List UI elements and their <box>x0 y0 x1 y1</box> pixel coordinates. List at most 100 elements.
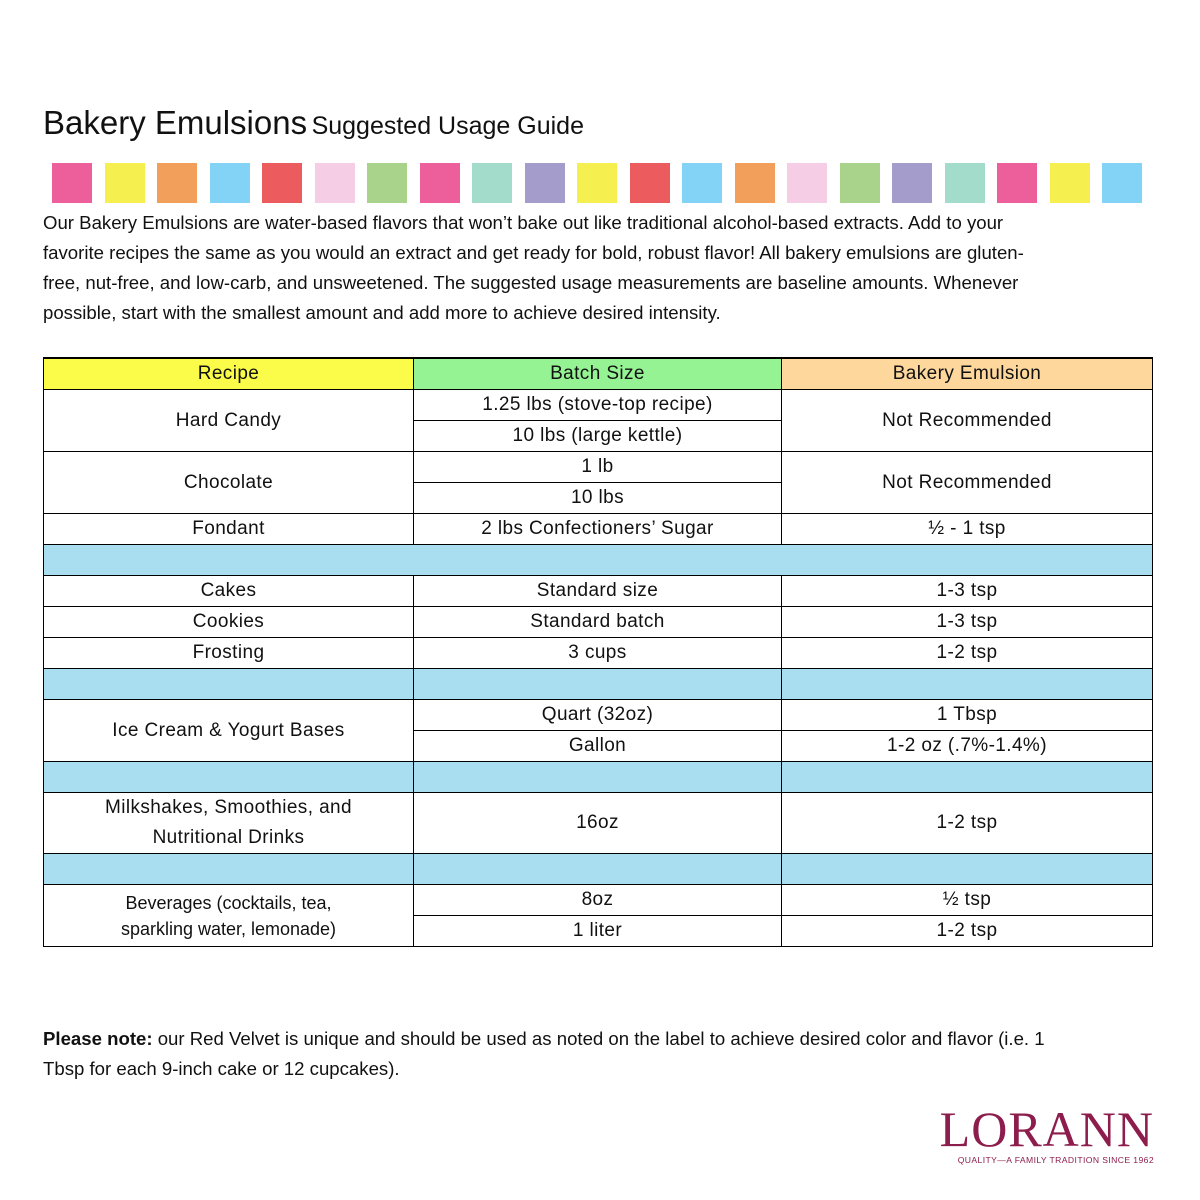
spacer-row <box>43 668 1153 700</box>
batch-cell: 1 lb <box>413 451 782 483</box>
spacer-row <box>43 853 1153 885</box>
spacer <box>413 853 782 885</box>
header-cell: Bakery Emulsion <box>781 357 1153 390</box>
color-swatch <box>419 163 460 203</box>
batch-cell: 1.25 lbs (stove-top recipe) <box>413 389 782 421</box>
row: Hard Candy 1.25 lbs (stove-top recipe) N… <box>43 389 1153 452</box>
spacer <box>781 668 1153 700</box>
batch-cell: Standard batch <box>413 606 782 638</box>
color-swatch <box>104 163 145 203</box>
spacer <box>43 544 1153 576</box>
color-swatch <box>262 163 302 203</box>
batch-cell: 2 lbs Confectioners’ Sugar <box>413 513 782 545</box>
usage-table: Recipe Batch Size Bakery Emulsion Hard C… <box>43 357 1153 947</box>
emulsion-cell: 1-2 oz (.7%-1.4%) <box>781 730 1153 762</box>
emulsion-cell: ½ - 1 tsp <box>781 513 1153 545</box>
color-swatch <box>734 163 775 203</box>
batch-cell: 1 liter <box>413 915 782 947</box>
recipe-line: sparkling water, lemonade) <box>120 918 337 939</box>
recipe-cell: Frosting <box>43 637 414 669</box>
color-swatch <box>524 163 565 203</box>
row: Gallon 1-2 oz (.7%-1.4%) <box>44 730 1153 762</box>
batch-cell: Standard size <box>413 575 782 607</box>
emulsion-cell: Not Recommended <box>781 451 1153 514</box>
spacer <box>413 668 782 700</box>
recipe-cell: Hard Candy <box>43 389 414 452</box>
color-swatch <box>157 163 197 203</box>
emulsion-cell: 1-3 tsp <box>781 606 1153 638</box>
row: Fondant 2 lbs Confectioners’ Sugar ½ - 1… <box>43 513 1153 545</box>
recipe-cell: Chocolate <box>43 451 414 514</box>
spacer <box>781 853 1153 885</box>
batch-cell: 10 lbs (large kettle) <box>413 420 782 452</box>
note-text: our Red Velvet is unique and should be u… <box>152 1028 1045 1049</box>
recipe-cell: Cookies <box>43 606 414 638</box>
header-cell: Batch Size <box>413 357 782 390</box>
emulsion-cell: Not Recommended <box>781 389 1153 452</box>
color-swatch <box>839 163 880 203</box>
recipe-cell: Milkshakes, Smoothies, and Nutritional Dr… <box>43 792 414 854</box>
intro-line: favorite recipes the same as you would a… <box>43 242 1024 263</box>
title-main: Bakery Emulsions <box>43 104 308 141</box>
batch-cell: 8oz <box>413 884 782 916</box>
intro: Our Bakery Emulsions are water-based fla… <box>43 208 1024 328</box>
batch-cell: Quart (32oz) <box>413 699 782 731</box>
color-swatch <box>944 163 985 203</box>
spacer <box>781 761 1153 793</box>
emulsion-cell: 1-2 tsp <box>781 915 1153 947</box>
row: Cookies Standard batch 1-3 tsp <box>43 606 1153 638</box>
emulsion-cell: 1-2 tsp <box>781 637 1153 669</box>
brand: LORANN <box>939 1101 1154 1157</box>
batch-cell: 10 lbs <box>413 482 782 514</box>
row: 1 liter 1-2 tsp <box>44 915 1153 947</box>
color-swatch <box>577 163 617 203</box>
color-swatch <box>682 163 722 203</box>
color-swatch <box>892 163 932 203</box>
color-swatch <box>209 163 250 203</box>
batch-cell: 16oz <box>413 792 782 854</box>
row: Frosting 3 cups 1-2 tsp <box>43 637 1153 669</box>
intro-line: possible, start with the smallest amount… <box>43 302 721 323</box>
recipe-line: Nutritional Drinks <box>152 827 305 848</box>
header-cell: Recipe <box>43 357 414 390</box>
row: Chocolate 1 lb Not Recommended <box>43 451 1153 514</box>
row: 10 lbs <box>44 482 1153 514</box>
color-swatch <box>787 163 827 203</box>
emulsion-cell: 1-2 tsp <box>781 792 1153 854</box>
color-swatch <box>997 163 1037 203</box>
spacer-row <box>43 544 1153 576</box>
note: Please note: our Red Velvet is unique an… <box>43 1024 1045 1084</box>
intro-line: free, nut-free, and low-carb, and unswee… <box>43 272 1019 293</box>
note-label: Please note: <box>43 1028 153 1049</box>
recipe-cell: Fondant <box>43 513 414 545</box>
recipe-cell: Beverages (cocktails, tea, sparkling wate… <box>43 884 414 947</box>
subtitle: Suggested Usage Guide <box>311 112 584 140</box>
tagline: QUALITY—A FAMILY TRADITION SINCE 1962 <box>957 1155 1154 1165</box>
recipe-line: Milkshakes, Smoothies, and <box>105 797 352 818</box>
color-swatch <box>314 163 355 203</box>
recipe-cell: Ice Cream & Yogurt Bases <box>43 699 414 762</box>
note-line: Please note: our Red Velvet is unique an… <box>43 1024 1045 1054</box>
logo: LORANN QUALITY—A FAMILY TRADITION SINCE … <box>938 1103 1154 1165</box>
row: Milkshakes, Smoothies, and Nutritional Dr… <box>43 792 1153 854</box>
row: Beverages (cocktails, tea, sparkling wate… <box>43 884 1153 947</box>
title: Bakery Emulsions Suggested Usage Guide <box>43 104 584 142</box>
color-swatch <box>367 163 407 203</box>
color-swatch <box>1102 163 1142 203</box>
color-swatch <box>629 163 670 203</box>
color-swatches <box>52 163 1152 203</box>
batch-cell: 3 cups <box>413 637 782 669</box>
spacer <box>43 761 414 793</box>
batch-cell: Gallon <box>413 730 782 762</box>
spacer-row <box>43 761 1153 793</box>
row: Cakes Standard size 1-3 tsp <box>43 575 1153 607</box>
intro-line: Our Bakery Emulsions are water-based fla… <box>43 212 1004 233</box>
recipe-cell: Cakes <box>43 575 414 607</box>
color-swatch <box>1049 163 1090 203</box>
emulsion-cell: 1-3 tsp <box>781 575 1153 607</box>
emulsion-cell: 1 Tbsp <box>781 699 1153 731</box>
header-row: Recipe Batch Size Bakery Emulsion <box>43 357 1153 390</box>
spacer <box>43 668 414 700</box>
